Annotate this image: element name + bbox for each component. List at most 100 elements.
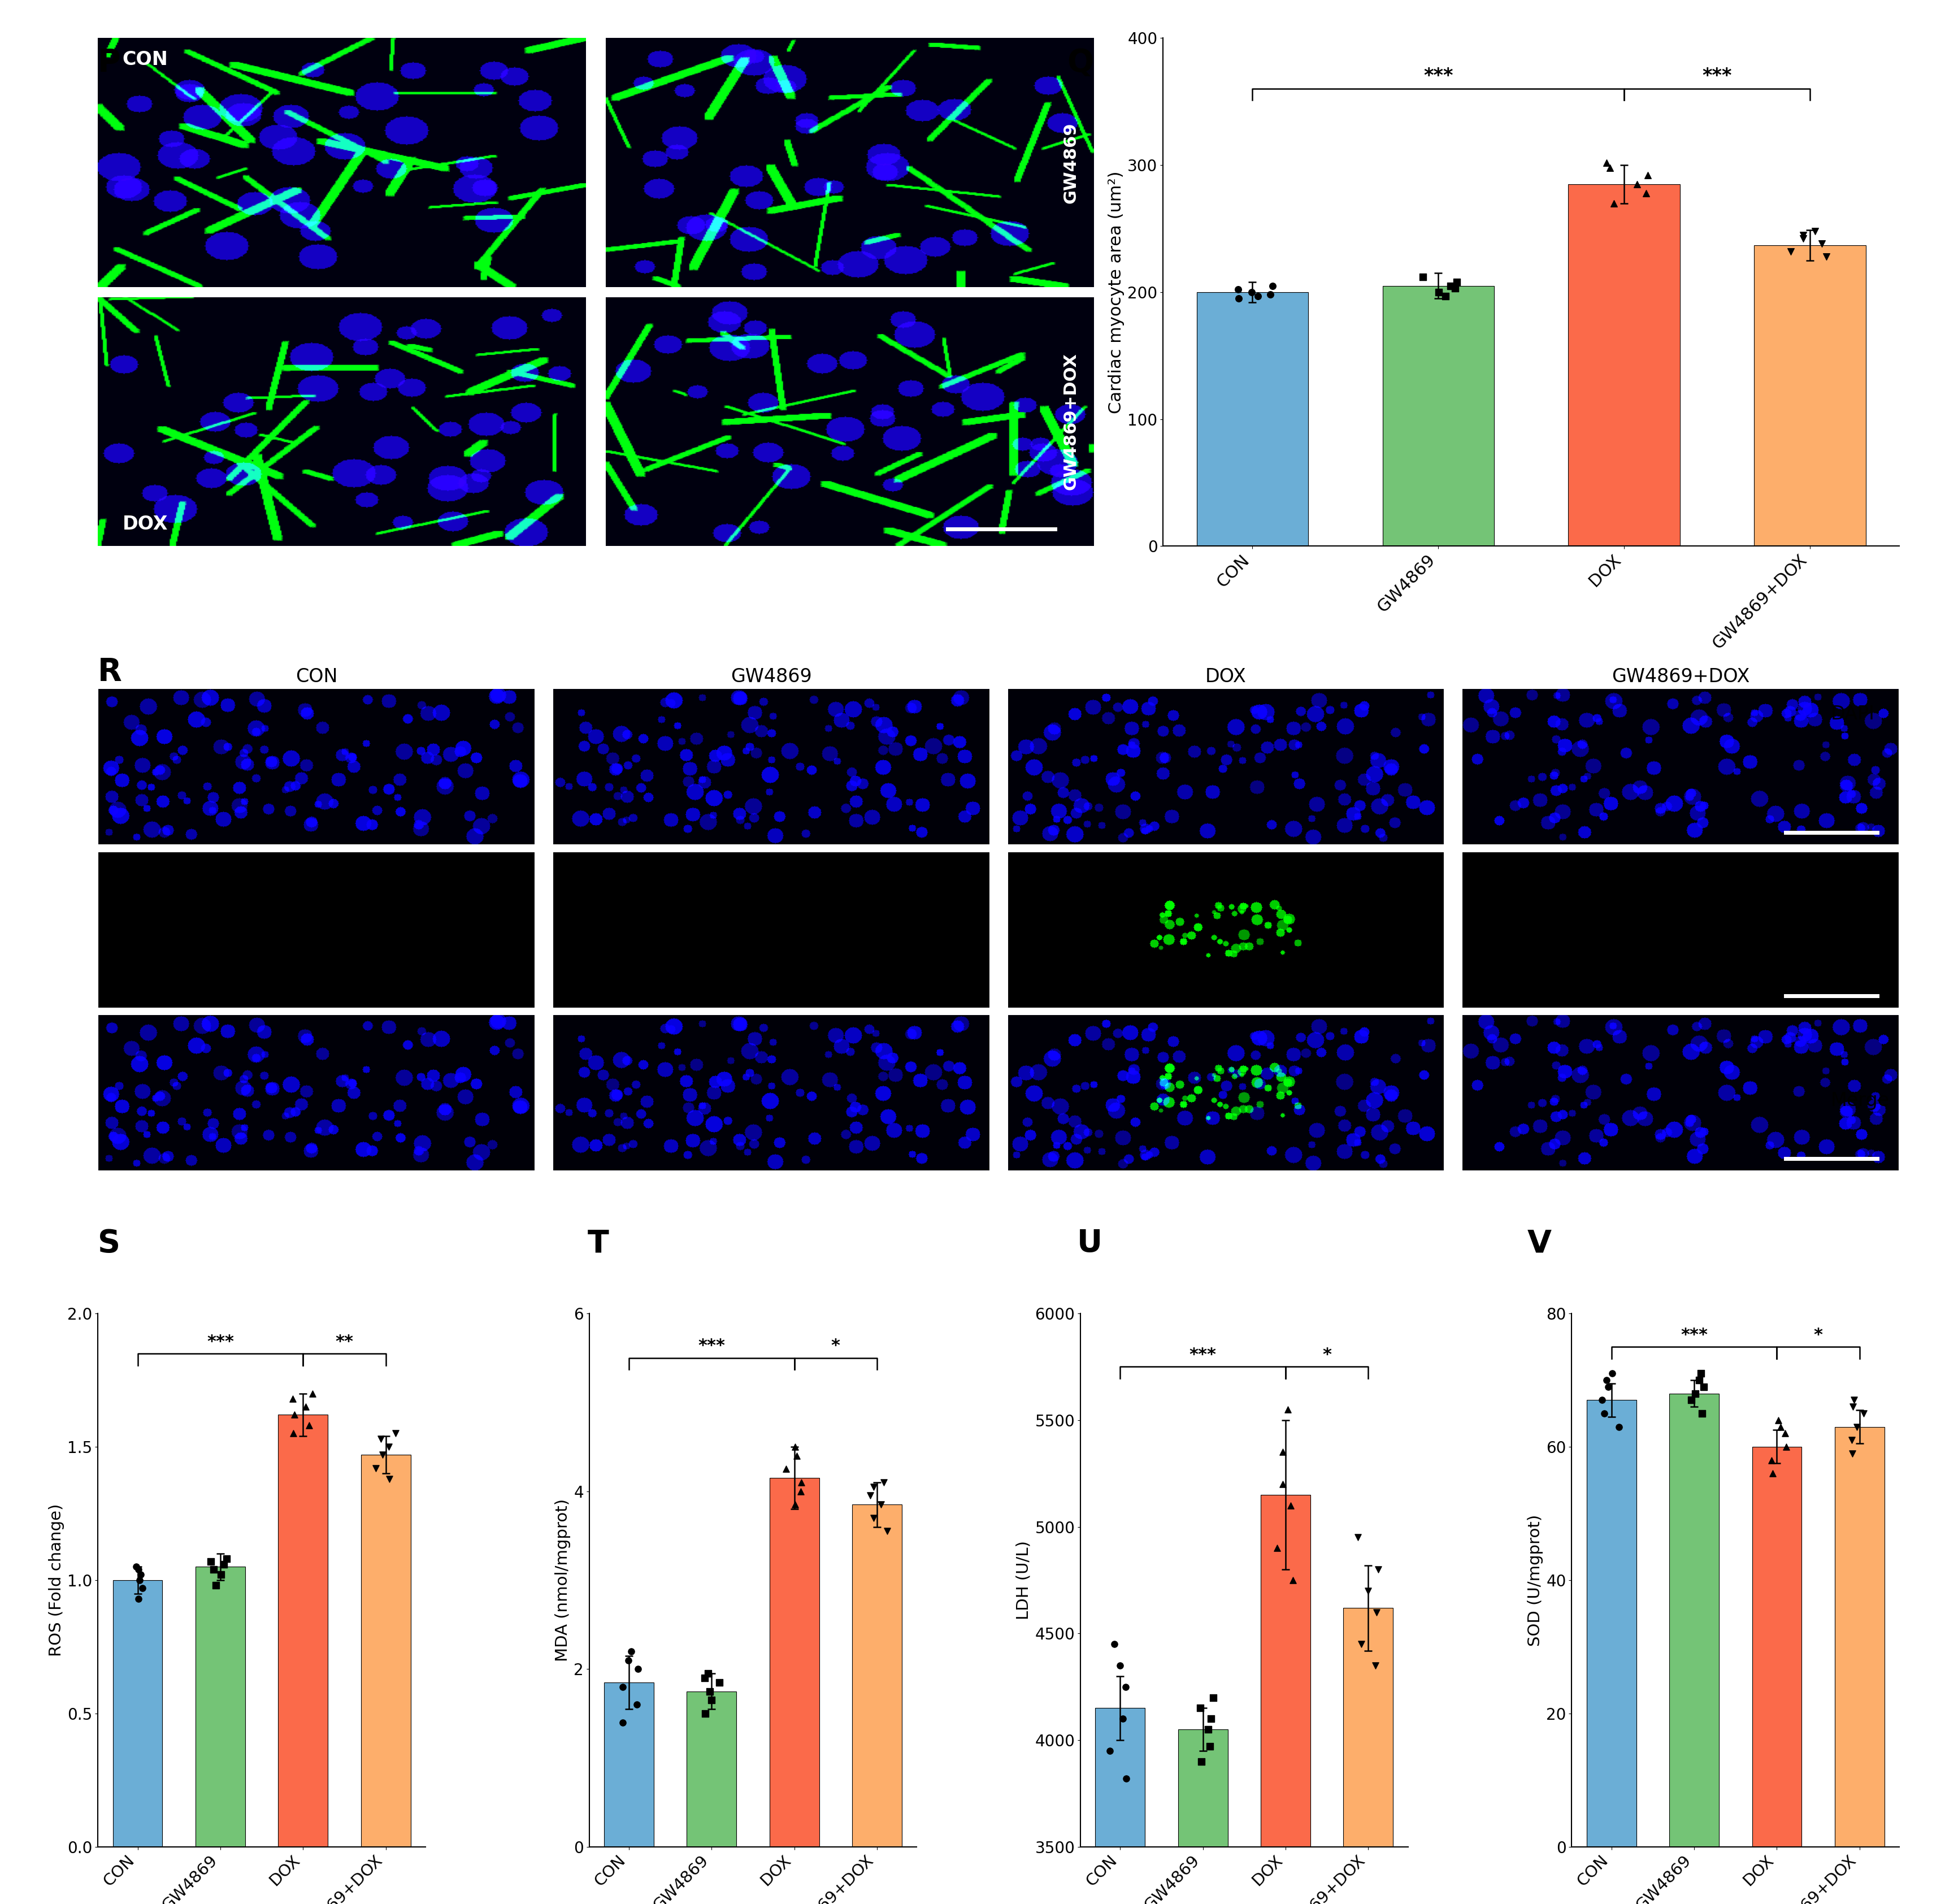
- Point: [374, 1464, 405, 1495]
- Text: Merge: Merge: [1831, 1091, 1889, 1110]
- Point: [1267, 1468, 1298, 1498]
- Point: [1598, 188, 1629, 219]
- Point: [871, 1516, 903, 1546]
- Point: [380, 1418, 411, 1449]
- Text: DOX: DOX: [121, 516, 168, 533]
- Title: CON: CON: [296, 668, 337, 685]
- Text: GW4869: GW4869: [1063, 122, 1079, 204]
- Bar: [1586, 1399, 1637, 1847]
- Point: [1192, 1714, 1224, 1744]
- Point: [785, 1476, 816, 1506]
- Point: [1277, 1565, 1308, 1596]
- Point: [1764, 1411, 1795, 1441]
- Bar: [1382, 286, 1494, 546]
- Point: [1429, 280, 1461, 310]
- Point: [123, 1565, 155, 1596]
- Bar: [278, 1415, 327, 1847]
- Point: [781, 1441, 813, 1472]
- Point: [1586, 1384, 1617, 1415]
- Point: [1837, 1438, 1868, 1468]
- Bar: [1343, 1607, 1392, 1904]
- Point: [858, 1472, 889, 1502]
- Bar: [852, 1504, 903, 1847]
- Point: [689, 1662, 721, 1693]
- Text: *: *: [830, 1339, 840, 1354]
- Point: [689, 1698, 721, 1729]
- Point: [123, 1584, 155, 1615]
- Point: [1261, 1533, 1292, 1563]
- Point: [1799, 215, 1831, 246]
- Point: [127, 1573, 159, 1603]
- Y-axis label: Cardiac myocyte area (um²): Cardiac myocyte area (um²): [1108, 171, 1124, 413]
- Point: [1275, 1491, 1306, 1521]
- Point: [1198, 1683, 1230, 1714]
- Bar: [687, 1691, 736, 1847]
- Point: [1805, 228, 1837, 259]
- Point: [1359, 1651, 1390, 1681]
- Text: ***: ***: [697, 1339, 724, 1354]
- Point: [196, 1546, 227, 1577]
- Text: *: *: [1322, 1346, 1331, 1363]
- Point: [1441, 267, 1472, 297]
- Y-axis label: ROS (Fold change): ROS (Fold change): [49, 1504, 65, 1656]
- Point: [276, 1384, 307, 1415]
- Point: [621, 1689, 652, 1719]
- Point: [1592, 1371, 1623, 1401]
- Bar: [1568, 185, 1680, 546]
- Point: [1776, 236, 1807, 267]
- Point: [1680, 1378, 1711, 1409]
- Y-axis label: MDA (nmol/mgprot): MDA (nmol/mgprot): [554, 1498, 570, 1662]
- Point: [1222, 274, 1253, 305]
- Text: **: **: [335, 1333, 352, 1350]
- Point: [623, 1655, 654, 1685]
- Point: [211, 1544, 243, 1575]
- Point: [1631, 177, 1662, 208]
- Point: [1837, 1392, 1868, 1422]
- Point: [1596, 1358, 1627, 1388]
- Point: [206, 1559, 237, 1590]
- Point: [1110, 1672, 1142, 1702]
- Point: [1594, 152, 1625, 183]
- Point: [1439, 272, 1470, 303]
- Point: [1110, 1763, 1142, 1794]
- Point: [1108, 1704, 1140, 1735]
- Title: GW4869: GW4869: [730, 668, 813, 685]
- Point: [1353, 1577, 1384, 1607]
- Text: DAPI: DAPI: [1831, 704, 1874, 724]
- Point: [1255, 280, 1286, 310]
- Title: GW4869+DOX: GW4869+DOX: [1611, 668, 1750, 685]
- Bar: [114, 1580, 163, 1847]
- Text: U: U: [1077, 1228, 1102, 1259]
- Point: [1686, 1358, 1717, 1388]
- Point: [360, 1453, 392, 1483]
- Point: [294, 1411, 325, 1441]
- Text: Q: Q: [1067, 48, 1095, 78]
- Bar: [1835, 1426, 1884, 1847]
- Text: T: T: [587, 1228, 609, 1259]
- Point: [1423, 276, 1455, 307]
- Point: [119, 1552, 151, 1582]
- Point: [1788, 223, 1819, 253]
- Bar: [1754, 246, 1866, 546]
- Point: [1241, 280, 1273, 310]
- Point: [290, 1392, 321, 1422]
- Point: [779, 1432, 811, 1462]
- Bar: [1261, 1495, 1310, 1904]
- Point: [200, 1571, 231, 1601]
- Point: [278, 1399, 309, 1430]
- Point: [1098, 1630, 1130, 1660]
- Point: [693, 1658, 724, 1689]
- Text: *: *: [1813, 1327, 1823, 1342]
- Point: [1341, 1521, 1373, 1552]
- Text: R: R: [98, 657, 121, 687]
- Point: [858, 1502, 889, 1533]
- Text: ***: ***: [208, 1333, 233, 1350]
- Point: [1811, 242, 1842, 272]
- Point: [374, 1432, 405, 1462]
- Point: [1770, 1418, 1801, 1449]
- Text: ***: ***: [1423, 67, 1453, 86]
- Point: [1345, 1630, 1376, 1660]
- Text: ***: ***: [1680, 1327, 1707, 1342]
- Bar: [769, 1478, 818, 1847]
- Point: [1363, 1554, 1394, 1584]
